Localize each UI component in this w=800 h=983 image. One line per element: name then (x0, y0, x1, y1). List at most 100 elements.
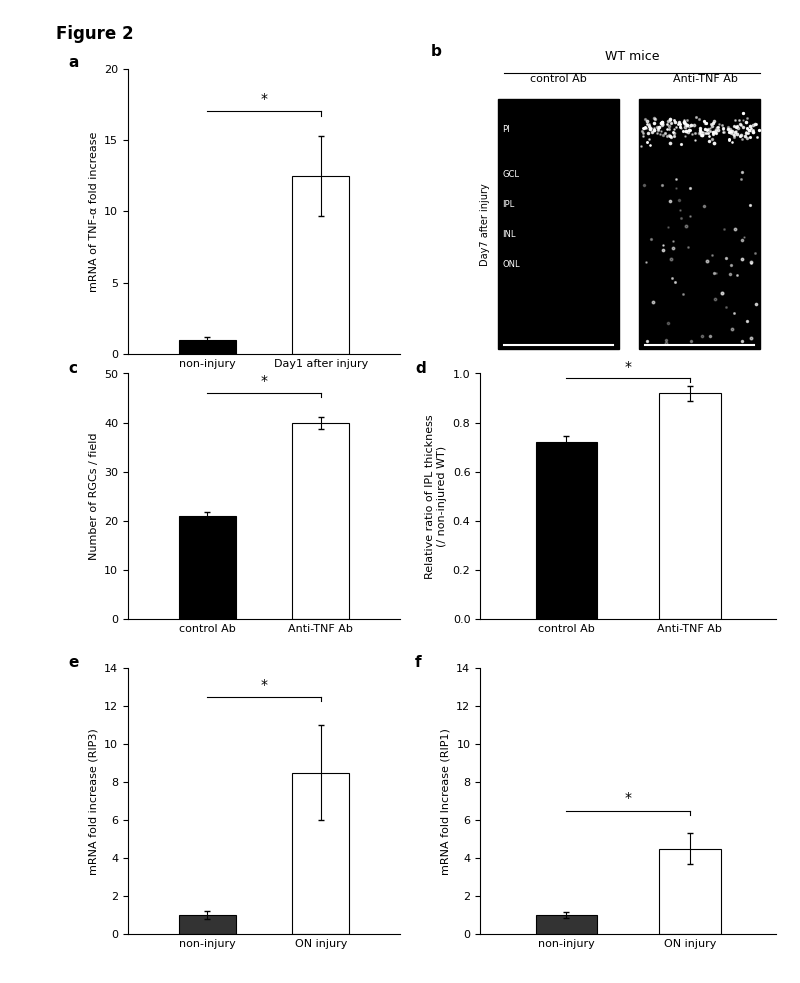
Point (750, 296, 762, 312)
Bar (535, 915, 597, 934)
Point (652, 120, 665, 136)
Point (650, 119, 663, 135)
Point (730, 126, 743, 142)
Point (646, 124, 658, 140)
Text: f: f (415, 655, 422, 670)
Point (706, 115, 719, 131)
Bar (292, 423, 349, 619)
Point (664, 251, 677, 266)
Point (665, 270, 678, 286)
Point (715, 285, 728, 301)
Point (680, 117, 693, 133)
Point (734, 171, 747, 187)
Point (743, 197, 756, 212)
Point (636, 125, 649, 141)
Point (695, 328, 708, 344)
Point (702, 134, 715, 149)
Point (669, 180, 682, 196)
Point (725, 123, 738, 139)
Point (744, 330, 757, 346)
Point (737, 105, 750, 121)
Point (660, 121, 673, 137)
Point (643, 120, 656, 136)
Point (725, 125, 738, 141)
Point (740, 114, 753, 130)
Text: ONL: ONL (502, 260, 520, 268)
Point (736, 131, 749, 146)
Point (660, 129, 673, 145)
Point (666, 240, 679, 256)
Point (735, 252, 748, 267)
Text: *: * (261, 677, 267, 692)
Point (739, 126, 752, 142)
Point (649, 112, 662, 128)
Point (736, 164, 749, 180)
Point (704, 121, 717, 137)
Point (636, 128, 649, 144)
Bar (179, 516, 236, 619)
Point (637, 120, 650, 136)
Point (667, 113, 680, 129)
Point (699, 115, 712, 131)
Text: e: e (68, 655, 78, 670)
Point (746, 122, 759, 138)
Point (645, 231, 658, 247)
Point (707, 125, 720, 141)
Bar (292, 773, 349, 934)
Point (693, 123, 706, 139)
Text: IPL: IPL (502, 200, 514, 208)
Y-axis label: mRNA fold Increase (RIP1): mRNA fold Increase (RIP1) (441, 727, 450, 875)
Point (707, 135, 720, 150)
Point (698, 115, 711, 131)
Point (738, 229, 750, 245)
Point (717, 120, 730, 136)
Point (663, 111, 676, 127)
Point (710, 265, 722, 281)
Point (638, 177, 650, 193)
Point (678, 115, 691, 131)
Point (643, 137, 656, 152)
Point (683, 122, 696, 138)
Point (656, 114, 669, 130)
Point (673, 116, 686, 132)
Bar (292, 176, 349, 354)
Bar (659, 393, 721, 619)
Text: *: * (261, 375, 267, 388)
Point (740, 121, 753, 137)
Point (694, 128, 707, 144)
Point (736, 232, 749, 248)
Point (656, 115, 669, 131)
Point (729, 112, 742, 128)
Point (745, 120, 758, 136)
Point (744, 255, 757, 270)
Point (674, 202, 686, 217)
Point (688, 117, 701, 133)
Point (731, 267, 744, 283)
Point (700, 122, 713, 138)
Point (684, 333, 697, 349)
Point (710, 119, 723, 135)
Point (726, 134, 738, 149)
Point (750, 116, 762, 132)
Point (651, 122, 664, 138)
Point (695, 124, 708, 140)
Point (693, 126, 706, 142)
Point (672, 115, 685, 131)
Point (718, 221, 730, 237)
Point (723, 266, 736, 282)
Point (635, 123, 648, 139)
Point (682, 239, 694, 255)
Point (736, 119, 749, 135)
Point (676, 123, 689, 139)
Point (657, 128, 670, 144)
Point (640, 333, 653, 349)
Point (678, 129, 690, 145)
Point (646, 125, 658, 141)
Point (750, 130, 763, 145)
Point (744, 118, 757, 134)
Point (663, 111, 676, 127)
Point (734, 128, 746, 144)
Point (706, 247, 718, 262)
Point (749, 116, 762, 132)
Point (661, 116, 674, 132)
